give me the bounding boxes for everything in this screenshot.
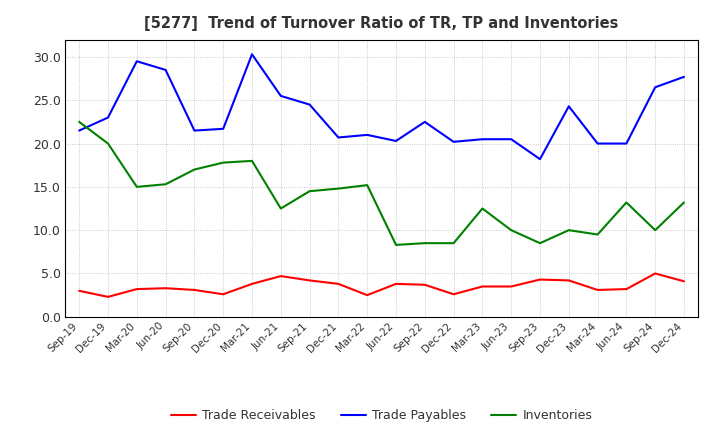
Trade Payables <box>190 128 199 133</box>
Trade Payables <box>75 128 84 133</box>
Inventories <box>248 158 256 164</box>
Inventories <box>449 241 458 246</box>
Inventories <box>420 241 429 246</box>
Trade Receivables <box>680 279 688 284</box>
Trade Receivables <box>651 271 660 276</box>
Trade Payables <box>507 136 516 142</box>
Inventories <box>651 227 660 233</box>
Line: Trade Receivables: Trade Receivables <box>79 274 684 297</box>
Trade Receivables <box>449 292 458 297</box>
Trade Payables <box>334 135 343 140</box>
Line: Trade Payables: Trade Payables <box>79 54 684 159</box>
Inventories <box>161 182 170 187</box>
Inventories <box>104 141 112 146</box>
Trade Receivables <box>507 284 516 289</box>
Trade Receivables <box>536 277 544 282</box>
Trade Payables <box>651 84 660 90</box>
Trade Payables <box>536 157 544 162</box>
Inventories <box>392 242 400 248</box>
Trade Payables <box>219 126 228 132</box>
Inventories <box>593 232 602 237</box>
Trade Payables <box>363 132 372 138</box>
Inventories <box>219 160 228 165</box>
Trade Payables <box>248 51 256 57</box>
Trade Payables <box>622 141 631 146</box>
Trade Receivables <box>593 287 602 293</box>
Trade Receivables <box>392 281 400 286</box>
Trade Receivables <box>363 293 372 298</box>
Trade Payables <box>478 136 487 142</box>
Inventories <box>276 206 285 211</box>
Trade Payables <box>420 119 429 125</box>
Trade Payables <box>564 104 573 109</box>
Inventories <box>363 183 372 188</box>
Trade Receivables <box>622 286 631 292</box>
Trade Payables <box>680 74 688 80</box>
Trade Receivables <box>104 294 112 300</box>
Inventories <box>564 227 573 233</box>
Trade Payables <box>305 102 314 107</box>
Trade Receivables <box>248 281 256 286</box>
Trade Receivables <box>420 282 429 287</box>
Inventories <box>622 200 631 205</box>
Inventories <box>132 184 141 190</box>
Trade Receivables <box>190 287 199 293</box>
Inventories <box>190 167 199 172</box>
Inventories <box>478 206 487 211</box>
Inventories <box>536 241 544 246</box>
Trade Payables <box>593 141 602 146</box>
Legend: Trade Receivables, Trade Payables, Inventories: Trade Receivables, Trade Payables, Inven… <box>166 404 597 427</box>
Trade Receivables <box>276 273 285 279</box>
Trade Receivables <box>305 278 314 283</box>
Inventories <box>507 227 516 233</box>
Inventories <box>75 119 84 125</box>
Inventories <box>305 189 314 194</box>
Trade Payables <box>132 59 141 64</box>
Trade Receivables <box>564 278 573 283</box>
Trade Payables <box>392 138 400 143</box>
Trade Receivables <box>478 284 487 289</box>
Trade Receivables <box>161 286 170 291</box>
Trade Payables <box>104 115 112 120</box>
Inventories <box>334 186 343 191</box>
Trade Receivables <box>132 286 141 292</box>
Trade Receivables <box>219 292 228 297</box>
Line: Inventories: Inventories <box>79 122 684 245</box>
Title: [5277]  Trend of Turnover Ratio of TR, TP and Inventories: [5277] Trend of Turnover Ratio of TR, TP… <box>145 16 618 32</box>
Inventories <box>680 200 688 205</box>
Trade Receivables <box>75 288 84 293</box>
Trade Payables <box>276 93 285 99</box>
Trade Receivables <box>334 281 343 286</box>
Trade Payables <box>449 139 458 144</box>
Trade Payables <box>161 67 170 73</box>
